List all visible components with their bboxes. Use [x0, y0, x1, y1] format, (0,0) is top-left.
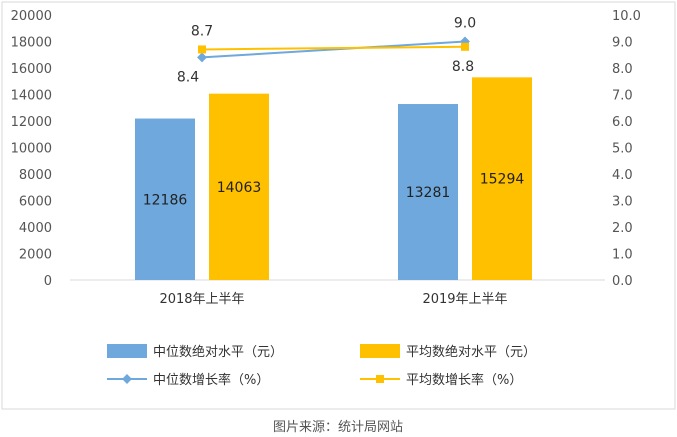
- bar-value-label: 12186: [143, 192, 188, 208]
- left-tick-label: 16000: [11, 62, 52, 77]
- bar-median-0: [135, 118, 195, 281]
- left-tick-label: 8000: [19, 168, 52, 183]
- chart-frame: [1, 1, 676, 410]
- right-tick-label: 8.0: [612, 62, 633, 77]
- left-tick-label: 10000: [11, 142, 52, 157]
- right-axis-ticks: 0.0 1.0 2.0 3.0 4.0 5.0 6.0 7.0 8.0 9.0 10.0: [612, 9, 641, 289]
- right-tick-label: 2.0: [612, 221, 633, 236]
- point-marker-mean: [461, 42, 469, 51]
- right-tick-label: 3.0: [612, 195, 633, 210]
- left-tick-label: 0: [44, 274, 52, 289]
- right-tick-label: 9.0: [612, 36, 633, 51]
- category-label: 2018年上半年: [159, 292, 244, 307]
- bar-median-1: [398, 104, 458, 280]
- bar-value-label: 15294: [480, 172, 525, 188]
- legend-label-mean-level: 平均数绝对水平（元）: [406, 344, 536, 360]
- legend-label-median-growth: 中位数增长率（%）: [153, 372, 269, 388]
- left-tick-label: 18000: [11, 36, 52, 51]
- legend-label-mean-growth: 平均数增长率（%）: [406, 372, 522, 388]
- left-tick-label: 6000: [19, 195, 52, 210]
- point-value-label: 8.8: [452, 59, 474, 75]
- left-tick-label: 12000: [11, 115, 52, 130]
- right-tick-label: 0.0: [612, 274, 633, 289]
- bar-mean-0: [209, 93, 269, 280]
- right-tick-label: 5.0: [612, 142, 633, 157]
- category-label: 2019年上半年: [422, 292, 507, 307]
- point-value-label: 9.0: [454, 16, 476, 32]
- right-tick-label: 7.0: [612, 89, 633, 104]
- line-median-growth: [201, 40, 466, 59]
- right-tick-label: 6.0: [612, 115, 633, 130]
- left-axis-ticks: 0 2000 4000 6000 8000 10000 12000 14000 16000 180…: [11, 9, 52, 289]
- bar-value-label: 14063: [217, 180, 262, 196]
- left-tick-label: 20000: [11, 9, 52, 24]
- bar-value-label: 13281: [406, 185, 451, 201]
- legend-swatch-mean-level: [360, 344, 400, 358]
- left-tick-label: 4000: [19, 221, 52, 236]
- right-tick-label: 4.0: [612, 168, 633, 183]
- point-value-label: 8.4: [177, 69, 199, 85]
- legend-marker-mean-growth: [376, 375, 384, 383]
- legend-swatch-median-level: [107, 344, 147, 358]
- point-value-label: 8.7: [191, 23, 213, 39]
- legend-label-median-level: 中位数绝对水平（元）: [153, 344, 283, 360]
- image-caption: 图片来源：统计局网站: [273, 420, 403, 435]
- right-tick-label: 10.0: [612, 9, 641, 24]
- right-tick-label: 1.0: [612, 248, 633, 263]
- legend: 中位数绝对水平（元） 平均数绝对水平（元） 中位数增长率（%） 平均数增长率（%…: [107, 344, 536, 388]
- left-tick-label: 14000: [11, 89, 52, 104]
- bar-group: 12186 14063 13281 15294: [135, 77, 532, 281]
- point-marker-mean: [198, 45, 206, 54]
- left-tick-label: 2000: [19, 248, 52, 263]
- category-labels: 2018年上半年 2019年上半年: [159, 292, 507, 307]
- point-marker-median: [197, 52, 207, 63]
- bar-mean-1: [472, 77, 532, 281]
- line-mean-growth: [201, 45, 466, 51]
